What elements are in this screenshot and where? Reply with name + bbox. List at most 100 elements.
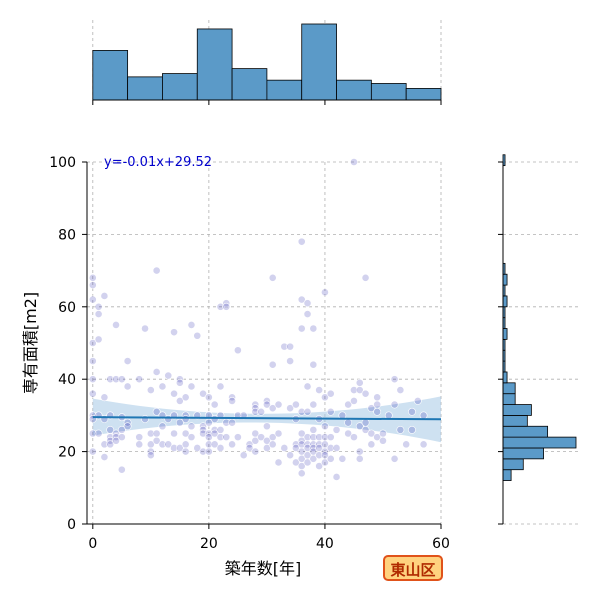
right-histogram-axes — [498, 161, 504, 525]
scatter-point — [309, 324, 318, 333]
scatter-point — [257, 407, 265, 416]
scatter-point — [350, 433, 358, 442]
right-histogram-bar — [502, 447, 544, 460]
scatter-point — [309, 454, 318, 463]
scatter-point — [321, 288, 329, 297]
scatter-point — [344, 429, 353, 438]
scatter-point — [204, 418, 213, 427]
scatter-point — [332, 444, 341, 452]
scatter-point — [210, 400, 219, 409]
scatter-point — [303, 407, 312, 416]
scatter-point — [135, 440, 144, 449]
scatter-point — [251, 407, 260, 416]
scatter-point — [321, 458, 329, 467]
scatter-point — [228, 440, 236, 449]
scatter-point — [303, 299, 312, 308]
scatter-point — [193, 331, 202, 340]
regression-equation: y=-0.01x+29.52 — [104, 155, 212, 170]
scatter-point — [350, 158, 358, 166]
scatter-point — [199, 429, 207, 438]
scatter-point — [175, 378, 184, 387]
scatter-point — [112, 375, 120, 384]
right-histogram-bar — [502, 295, 508, 308]
scatter-point — [373, 407, 382, 416]
scatter-point — [117, 465, 126, 474]
regression-confidence-band — [92, 396, 441, 443]
right-histogram-bar — [502, 371, 508, 384]
scatter-point — [88, 273, 97, 282]
scatter-point — [88, 447, 97, 456]
scatter-point — [263, 422, 271, 431]
scatter-point — [297, 324, 306, 333]
scatter-point — [100, 393, 109, 402]
scatter-point — [390, 400, 399, 409]
scatter-point — [309, 400, 318, 409]
scatter-point — [361, 273, 370, 282]
scatter-point — [419, 440, 428, 449]
scatter-point — [268, 440, 277, 449]
main-axes: 0 20 40 60 0 20 40 60 80 100 — [49, 155, 450, 552]
scatter-point — [297, 407, 306, 416]
scatter-point — [350, 386, 358, 394]
scatter-point — [88, 295, 97, 304]
x-axis-title: 築年数[年] — [225, 559, 302, 578]
x-tick-label: 60 — [432, 536, 450, 552]
scatter-point — [158, 422, 167, 431]
top-histogram-bar — [231, 68, 268, 101]
scatter-point — [251, 447, 260, 456]
y-tick-label: 100 — [49, 155, 76, 171]
scatter-point — [373, 400, 382, 409]
scatter-point — [233, 433, 242, 442]
scatter-point — [332, 425, 341, 434]
x-tick-label: 0 — [88, 536, 97, 552]
top-histogram-bar — [370, 83, 407, 101]
scatter-point — [123, 357, 132, 365]
scatter-point — [117, 375, 126, 384]
scatter-point — [367, 404, 376, 413]
scatter-point — [384, 411, 393, 420]
scatter-point — [263, 444, 271, 452]
scatter-point — [146, 429, 155, 438]
scatter-point — [274, 400, 283, 409]
scatter-point — [303, 382, 312, 391]
scatter-point — [274, 429, 283, 438]
scatter-point — [309, 425, 318, 434]
scatter-point — [297, 295, 306, 304]
ward-badge: 東山区 — [383, 555, 443, 581]
scatter-point — [187, 382, 196, 391]
right-histogram-bar — [502, 404, 532, 416]
regression-line — [92, 416, 442, 421]
scatter-point — [280, 342, 289, 351]
scatter-point — [419, 411, 428, 420]
scatter-point — [355, 386, 364, 394]
scatter-point — [94, 429, 103, 438]
scatter-point — [321, 393, 329, 402]
top-histogram-axes — [92, 99, 442, 105]
right-histogram-bar — [502, 458, 524, 471]
scatter-point — [175, 397, 184, 405]
scatter-point — [216, 302, 225, 311]
scatter-point — [326, 444, 335, 452]
scatter-point — [408, 407, 416, 416]
top-histogram — [92, 23, 442, 101]
scatter-point — [257, 433, 265, 442]
scatter-point — [152, 368, 161, 376]
scatter-point — [216, 425, 225, 434]
scatter-point — [355, 378, 364, 387]
right-histogram-bar — [502, 414, 528, 427]
scatter-point — [123, 382, 132, 391]
scatter-point — [175, 444, 184, 452]
scatter-point — [321, 422, 329, 431]
scatter-point — [204, 393, 213, 402]
top-histogram-bar — [405, 88, 442, 101]
scatter-point — [146, 451, 155, 460]
scatter-point — [216, 433, 225, 442]
right-histogram-bar — [502, 436, 577, 449]
scatter-point — [373, 433, 382, 442]
y-tick-label: 20 — [58, 445, 76, 461]
scatter-point — [309, 360, 318, 369]
scatter-point — [326, 433, 335, 442]
scatter-point — [297, 237, 306, 246]
scatter-point — [228, 418, 236, 427]
